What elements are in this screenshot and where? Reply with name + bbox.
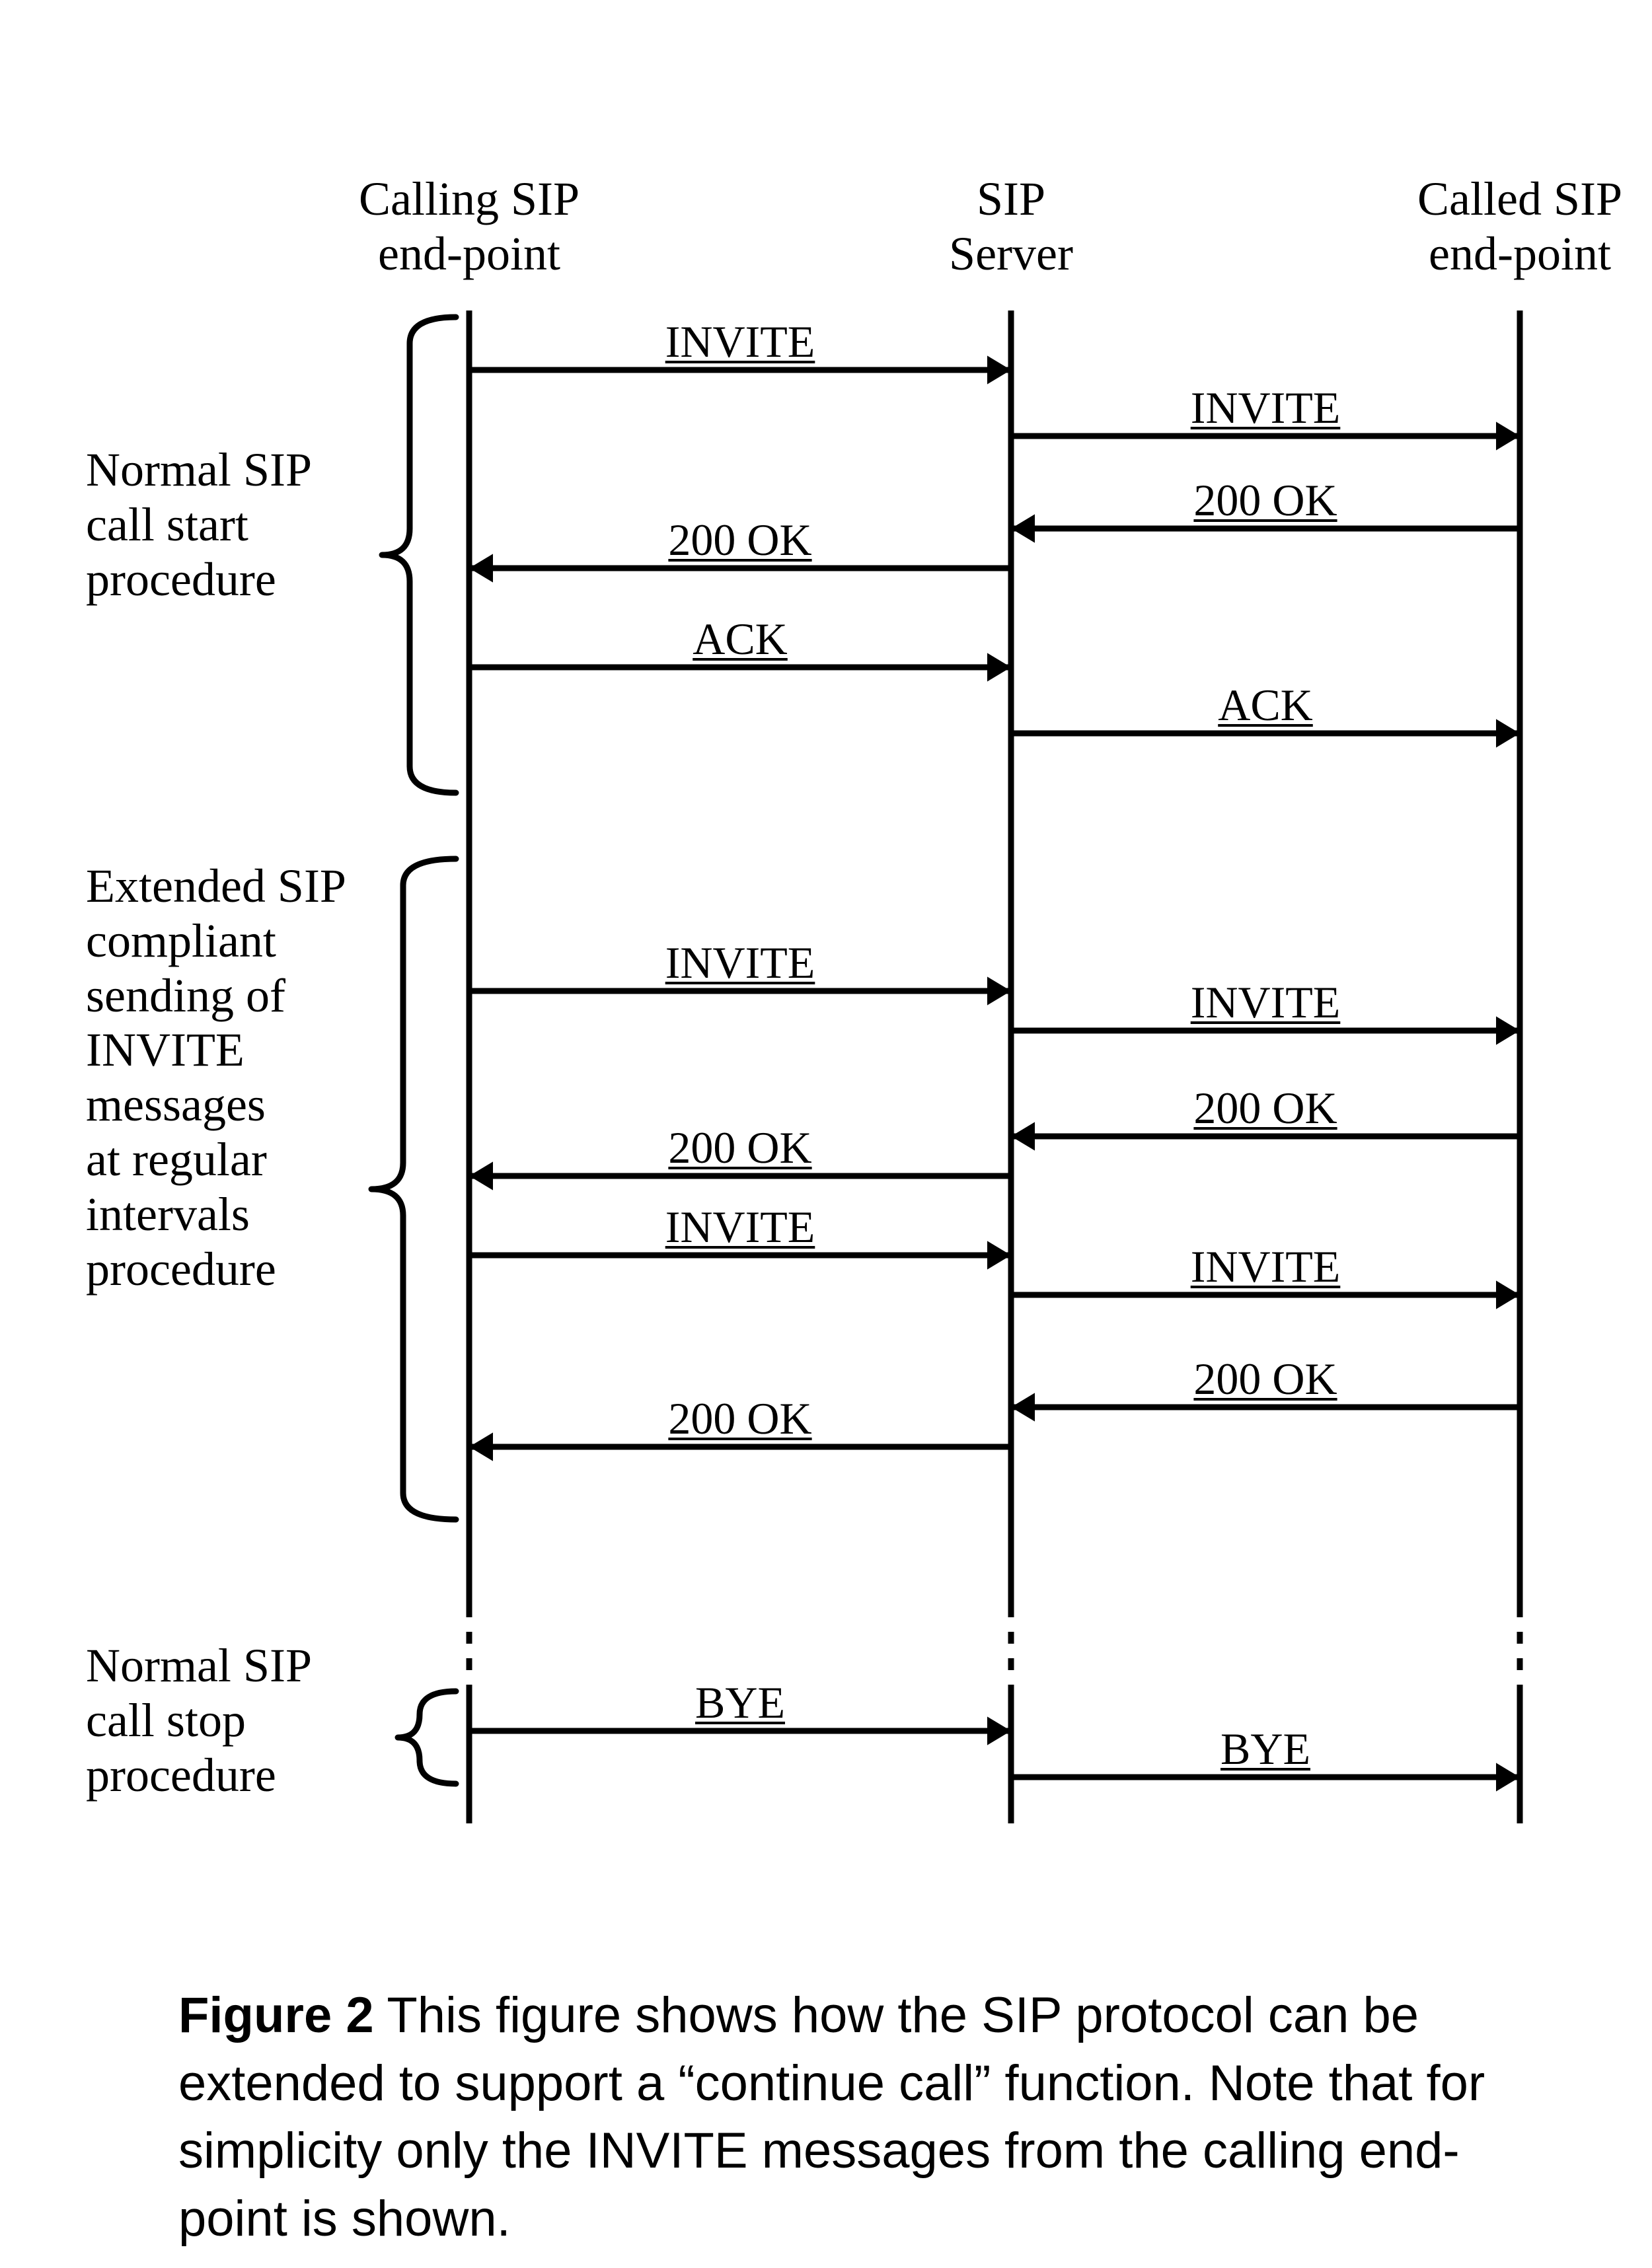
message-label: INVITE — [1191, 382, 1341, 433]
message-label: 200 OK — [668, 1393, 811, 1444]
message-label: INVITE — [665, 316, 815, 367]
group-label-extend: Extended SIP compliant sending of INVITE… — [86, 859, 346, 1296]
header-server: SIP Server — [949, 172, 1073, 281]
group-label-stop: Normal SIP call stop procedure — [86, 1638, 312, 1802]
message-label: 200 OK — [668, 1122, 811, 1173]
message-label: INVITE — [1191, 976, 1341, 1028]
message-label: ACK — [1218, 679, 1313, 731]
message-label: 200 OK — [1193, 1353, 1337, 1405]
message-label: INVITE — [1191, 1241, 1341, 1292]
message-label: BYE — [695, 1677, 785, 1728]
message-label: 200 OK — [668, 514, 811, 566]
figure-caption-bold: Figure 2 — [178, 1987, 374, 2043]
message-label: 200 OK — [1193, 1082, 1337, 1134]
message-label: ACK — [693, 613, 788, 665]
header-called: Called SIP end-point — [1417, 172, 1622, 281]
message-label: 200 OK — [1193, 474, 1337, 526]
message-label: BYE — [1220, 1723, 1310, 1774]
message-label: INVITE — [665, 937, 815, 988]
figure-caption: Figure 2 This figure shows how the SIP p… — [178, 1982, 1533, 2253]
header-calling: Calling SIP end-point — [359, 172, 580, 281]
group-label-start: Normal SIP call start procedure — [86, 443, 312, 606]
figure-caption-text: This figure shows how the SIP protocol c… — [178, 1987, 1485, 2247]
message-label: INVITE — [665, 1201, 815, 1253]
